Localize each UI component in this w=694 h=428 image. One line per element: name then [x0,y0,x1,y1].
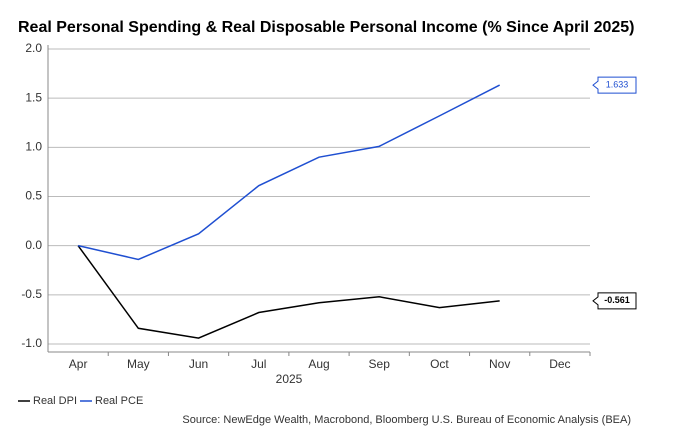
x-tick-label: May [127,357,150,371]
legend-label: Real DPI [33,395,77,407]
y-tick-label: -0.5 [21,287,42,301]
y-tick-label: 1.5 [25,90,42,104]
y-tick-label: -1.0 [21,336,42,350]
x-tick-label: Sep [369,357,391,371]
x-axis-label: 2025 [276,372,303,386]
y-tick-label: 2.0 [25,41,42,55]
y-tick-label: 0.0 [25,238,42,252]
legend-label: Real PCE [95,395,143,407]
source: Source: NewEdge Wealth, Macrobond, Bloom… [182,414,631,426]
x-tick-label: Oct [430,357,449,371]
x-tick-label: Aug [308,357,329,371]
end-label: -0.561 [604,295,630,305]
end-label: 1.633 [606,79,629,89]
end-label-box [592,292,637,310]
x-tick-label: Jun [189,357,208,371]
x-tick-label: Dec [549,357,570,371]
series-line [77,84,501,261]
y-tick-label: 1.0 [25,140,42,154]
x-tick-label: Nov [489,357,510,371]
chart-title: Real Personal Spending & Real Disposable… [18,19,635,36]
end-label-box [592,76,637,94]
x-tick-label: Jul [251,357,266,371]
series-line [77,245,500,339]
y-tick-label: 0.5 [25,189,42,203]
x-tick-label: Apr [69,357,88,371]
